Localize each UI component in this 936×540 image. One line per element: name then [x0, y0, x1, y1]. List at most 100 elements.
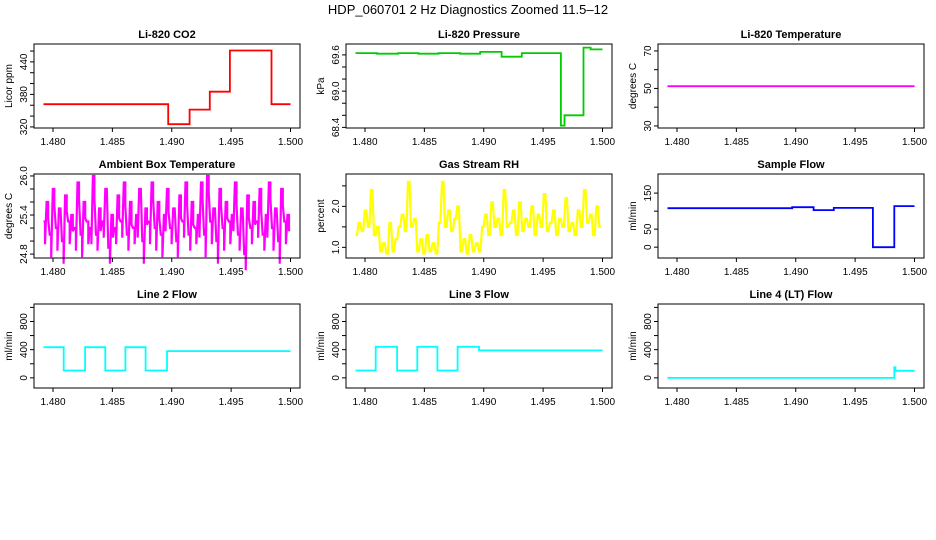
x-tick-label: 1.490 [471, 397, 496, 408]
y-axis-label: ml/min [316, 331, 327, 360]
x-tick-label: 1.480 [664, 397, 689, 408]
series-line [355, 46, 603, 127]
x-tick-label: 1.495 [531, 397, 556, 408]
x-tick-label: 1.480 [40, 137, 65, 148]
series-line [667, 366, 915, 379]
y-tick-label: 800 [331, 313, 342, 330]
y-tick-label: 800 [19, 313, 30, 330]
panel-title: Li-820 Temperature [741, 29, 842, 41]
x-tick-label: 1.485 [724, 137, 749, 148]
x-tick-label: 1.500 [278, 137, 303, 148]
series-line [355, 180, 601, 255]
y-tick-label: 0 [643, 244, 654, 250]
y-tick-label: 400 [331, 341, 342, 358]
series-line [355, 345, 603, 372]
y-tick-label: 800 [643, 313, 654, 330]
x-tick-label: 1.480 [352, 137, 377, 148]
y-tick-label: 26.0 [19, 166, 30, 186]
y-axis-label: ml/min [628, 331, 639, 360]
x-tick-label: 1.490 [783, 397, 808, 408]
y-tick-label: 69.0 [331, 81, 342, 101]
series-line [43, 49, 291, 126]
y-tick-label: 68.4 [331, 117, 342, 137]
x-tick-label: 1.495 [219, 267, 244, 278]
x-tick-label: 1.480 [352, 397, 377, 408]
plot-frame [657, 303, 925, 389]
y-tick-label: 70 [643, 45, 654, 57]
panel-title: Line 3 Flow [449, 289, 509, 301]
y-tick-label: 400 [19, 341, 30, 358]
y-tick-label: 30 [643, 120, 654, 132]
x-tick-label: 1.500 [278, 267, 303, 278]
panel-7: Line 2 Flow ml/min 1.480 1.485 1.490 1.495 1.5… [4, 289, 303, 408]
plot-frame [657, 173, 925, 259]
x-tick-label: 1.500 [590, 137, 615, 148]
y-axis-label: kPa [316, 77, 327, 95]
x-tick-label: 1.485 [412, 397, 437, 408]
x-tick-label: 1.490 [783, 267, 808, 278]
y-tick-label: 50 [643, 223, 654, 235]
x-tick-label: 1.495 [531, 137, 556, 148]
y-tick-label: 150 [643, 184, 654, 201]
y-tick-label: 1.0 [331, 240, 342, 254]
plot-frame [345, 303, 613, 389]
x-tick-label: 1.490 [159, 137, 184, 148]
panel-title: Ambient Box Temperature [99, 159, 236, 171]
y-tick-label: 24.8 [19, 244, 30, 264]
panel-title: Li-820 Pressure [438, 29, 520, 41]
x-tick-label: 1.490 [471, 267, 496, 278]
x-tick-label: 1.500 [902, 267, 927, 278]
panel-4: Ambient Box Temperature degrees C 1.480 1.4… [4, 159, 303, 278]
y-tick-label: 0 [19, 375, 30, 381]
x-tick-label: 1.490 [783, 137, 808, 148]
panel-title: Gas Stream RH [439, 159, 519, 171]
x-tick-label: 1.480 [352, 267, 377, 278]
x-tick-label: 1.495 [843, 397, 868, 408]
x-tick-label: 1.495 [843, 137, 868, 148]
panel-title: Li-820 CO2 [138, 29, 195, 41]
panel-9: Line 4 (LT) Flow ml/min 1.480 1.485 1.490 1.4… [628, 289, 927, 408]
y-tick-label: 320 [19, 118, 30, 135]
x-tick-label: 1.485 [724, 267, 749, 278]
series-line [667, 205, 915, 249]
x-tick-label: 1.490 [159, 267, 184, 278]
main-title: HDP_060701 2 Hz Diagnostics Zoomed 11.5–… [328, 2, 608, 17]
y-axis-label: degrees C [628, 63, 639, 109]
y-tick-label: 50 [643, 82, 654, 94]
x-tick-label: 1.490 [159, 397, 184, 408]
x-tick-label: 1.500 [278, 397, 303, 408]
y-tick-label: 0 [331, 375, 342, 381]
y-tick-label: 0 [643, 375, 654, 381]
x-tick-label: 1.485 [100, 137, 125, 148]
x-tick-label: 1.485 [100, 397, 125, 408]
y-tick-label: 69.6 [331, 45, 342, 65]
x-tick-label: 1.485 [412, 137, 437, 148]
series-line [43, 174, 291, 271]
series-line [43, 346, 291, 372]
x-tick-label: 1.495 [531, 267, 556, 278]
y-tick-label: 2.0 [331, 199, 342, 213]
x-tick-label: 1.480 [40, 397, 65, 408]
x-tick-label: 1.480 [664, 137, 689, 148]
y-axis-label: degrees C [4, 193, 15, 239]
panel-title: Sample Flow [757, 159, 825, 171]
y-tick-label: 400 [643, 341, 654, 358]
x-tick-label: 1.500 [902, 397, 927, 408]
plot-frame [657, 43, 925, 129]
panel-6: Sample Flow ml/min 1.480 1.485 1.490 1.495 1.5… [628, 159, 927, 278]
plot-frame [33, 43, 301, 129]
plot-frame [33, 173, 301, 259]
x-tick-label: 1.495 [219, 137, 244, 148]
panel-title: Line 2 Flow [137, 289, 197, 301]
x-tick-label: 1.485 [100, 267, 125, 278]
panel-title: Line 4 (LT) Flow [750, 289, 833, 301]
x-tick-label: 1.495 [843, 267, 868, 278]
panel-3: Li-820 Temperature degrees C 1.480 1.485 1.4… [628, 29, 927, 148]
x-tick-label: 1.495 [219, 397, 244, 408]
plot-frame [345, 43, 613, 129]
plot-frame [33, 303, 301, 389]
x-tick-label: 1.500 [590, 397, 615, 408]
y-axis-label: Licor ppm [4, 64, 15, 108]
